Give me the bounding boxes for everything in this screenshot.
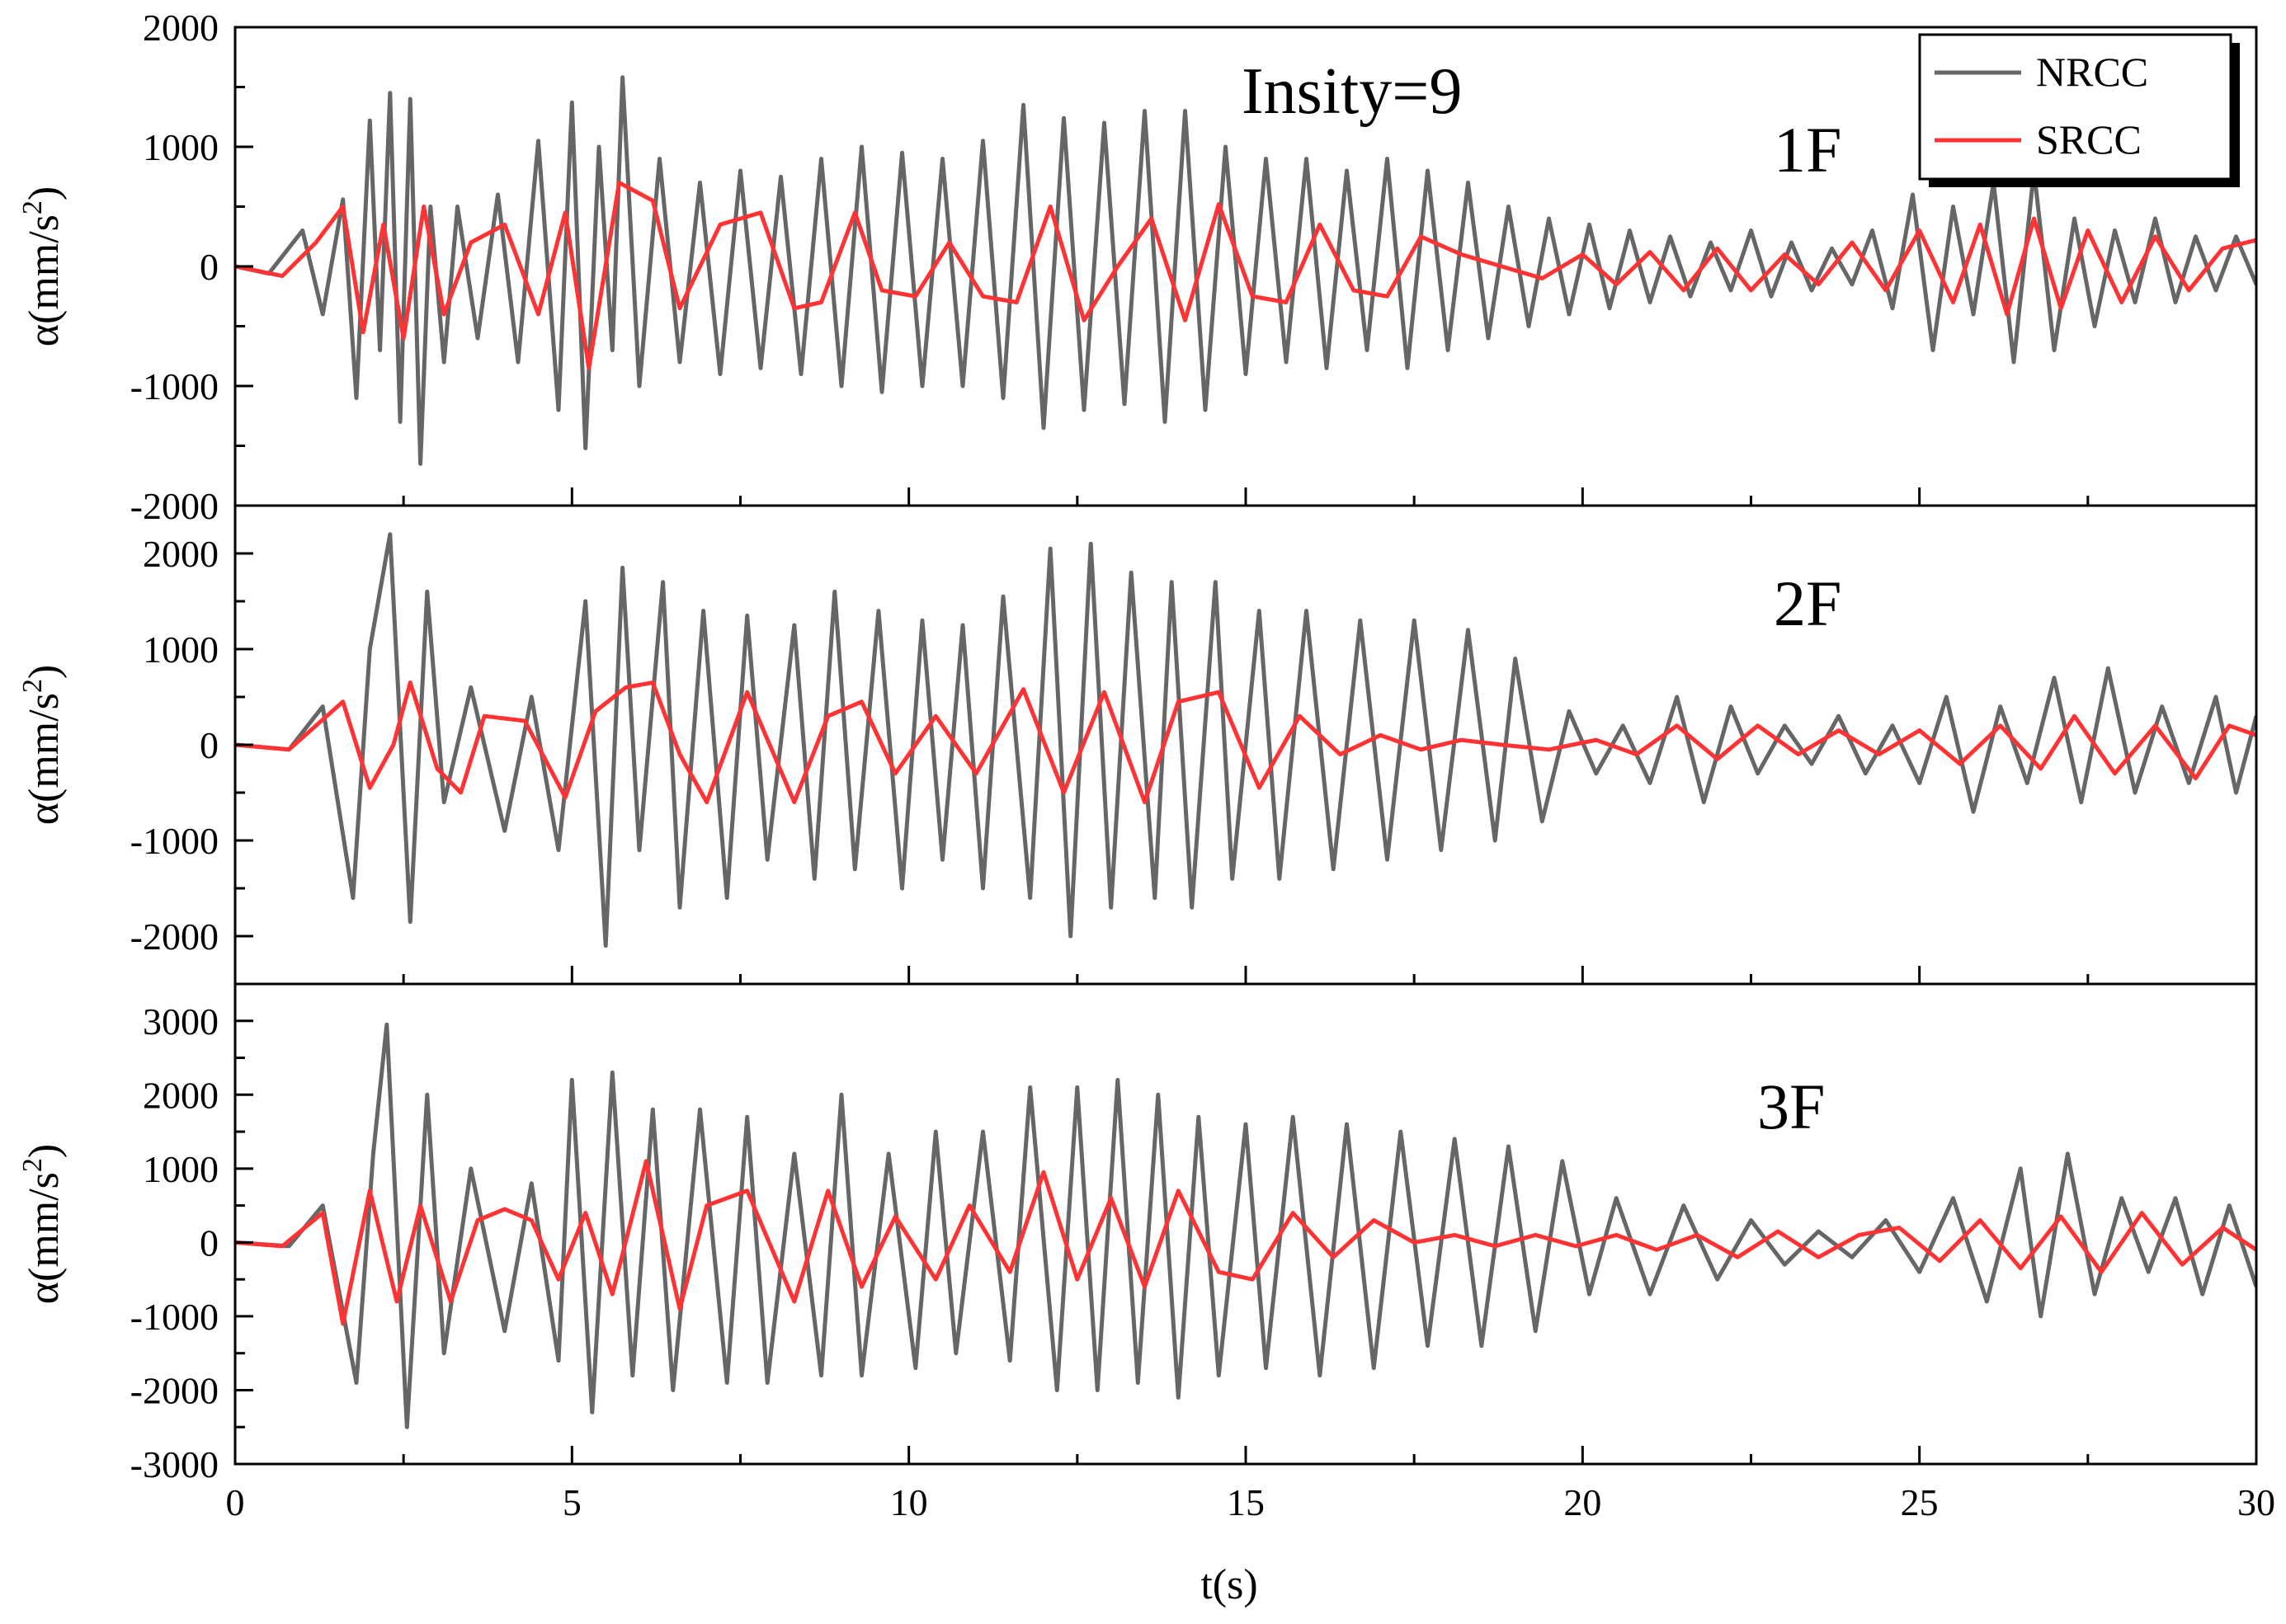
panel-2f: -2000 -1000 0 1000 2000 α(mm/s2) 2F bbox=[17, 504, 2258, 986]
y-tick-label-3f: 2000 bbox=[143, 1074, 219, 1116]
series-line-srcc-3f bbox=[235, 1159, 2256, 1326]
y-tick-label-2f: 2000 bbox=[143, 533, 219, 575]
x-tick-label: 5 bbox=[563, 1481, 582, 1523]
series-line-nrcc-2f bbox=[235, 532, 2256, 949]
y-tick-label-3f: 3000 bbox=[143, 1000, 219, 1043]
panel-1f: -2000 -1000 0 1000 2000 α(mm/s2) 1F bbox=[17, 7, 2258, 527]
legend-label-nrcc: NRCC bbox=[2036, 49, 2148, 95]
intensity-annotation: Insity=9 bbox=[1242, 55, 1462, 128]
y-tick-label-1f: -2000 bbox=[130, 485, 219, 527]
legend-label-srcc: SRCC bbox=[2036, 116, 2142, 162]
floor-label-2f: 2F bbox=[1774, 567, 1841, 639]
y-tick-label-1f: 0 bbox=[200, 246, 219, 288]
series-line-srcc-2f bbox=[235, 680, 2256, 805]
y-tick-label-2f: -2000 bbox=[130, 916, 219, 958]
x-tick-label: 0 bbox=[226, 1481, 245, 1523]
y-axis-title-2f: α(mm/s2) bbox=[17, 665, 68, 825]
series-line-nrcc-1f bbox=[235, 75, 2256, 466]
panel-3f: -3000 -2000 -1000 0 1000 2000 3000 α(mm/s2) 3F bbox=[17, 982, 2258, 1485]
x-tick-label: 30 bbox=[2237, 1481, 2275, 1523]
y-tick-label-3f: -1000 bbox=[130, 1296, 219, 1338]
floor-label-3f: 3F bbox=[1757, 1071, 1825, 1142]
x-tick-label: 20 bbox=[1563, 1481, 1601, 1523]
x-tick-label: 15 bbox=[1227, 1481, 1265, 1523]
y-tick-label-1f: 1000 bbox=[143, 126, 219, 168]
panels-layer: -2000-1000010002000α(mm/s2)1F-2000-10000… bbox=[17, 7, 2275, 1523]
y-axis-title-3f: α(mm/s2) bbox=[17, 1144, 68, 1304]
y-tick-label-1f: 2000 bbox=[143, 7, 219, 49]
y-tick-label-3f: -3000 bbox=[130, 1443, 219, 1485]
x-tick-label: 10 bbox=[890, 1481, 928, 1523]
legend-box bbox=[1918, 33, 2232, 181]
y-tick-label-3f: 1000 bbox=[143, 1148, 219, 1190]
y-axis-title-1f: α(mm/s2) bbox=[17, 186, 68, 346]
series-line-srcc-1f bbox=[235, 181, 2256, 370]
x-tick-label: 25 bbox=[1901, 1481, 1939, 1523]
y-tick-label-3f: -2000 bbox=[130, 1369, 219, 1411]
x-axis-title: t(s) bbox=[1200, 1561, 1257, 1608]
y-tick-label-2f: 0 bbox=[200, 724, 219, 766]
y-tick-label-1f: -1000 bbox=[130, 365, 219, 407]
y-tick-label-2f: 1000 bbox=[143, 628, 219, 671]
legend: NRCC SRCC bbox=[1918, 33, 2240, 187]
y-tick-label-3f: 0 bbox=[200, 1222, 219, 1264]
floor-label-1f: 1F bbox=[1774, 114, 1841, 186]
series-line-nrcc-3f bbox=[235, 1022, 2256, 1429]
y-tick-label-2f: -1000 bbox=[130, 820, 219, 862]
